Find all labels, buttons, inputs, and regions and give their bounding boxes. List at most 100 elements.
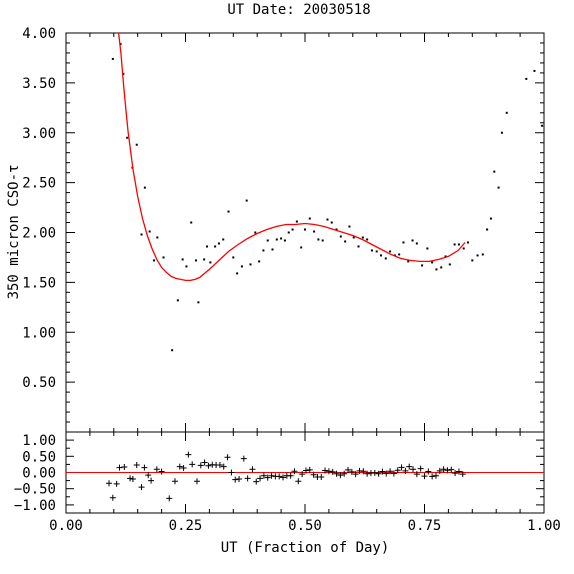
data-point bbox=[462, 247, 465, 250]
data-point bbox=[380, 254, 383, 257]
residual-point bbox=[348, 468, 355, 475]
residual-x-axis: 0.00 0.25 0.50 0.75 1.00 bbox=[49, 432, 561, 534]
y-tick-label: 3.00 bbox=[22, 126, 56, 142]
data-point bbox=[300, 246, 303, 249]
residual-point bbox=[402, 467, 409, 474]
data-point bbox=[258, 260, 261, 263]
residual-point bbox=[180, 464, 187, 471]
data-point bbox=[317, 238, 320, 241]
data-point bbox=[271, 248, 274, 251]
data-point bbox=[197, 301, 200, 304]
y-tick-label: 0.00 bbox=[22, 466, 56, 482]
residual-point bbox=[185, 451, 192, 458]
residual-point bbox=[352, 471, 359, 478]
data-point bbox=[407, 260, 410, 263]
data-point bbox=[283, 239, 286, 242]
data-point bbox=[426, 247, 429, 250]
data-point bbox=[181, 258, 184, 261]
data-point bbox=[135, 143, 138, 146]
data-point bbox=[254, 231, 257, 234]
data-point bbox=[366, 238, 369, 241]
tau-panel-frame bbox=[65, 32, 545, 433]
y-tick-label: 0.50 bbox=[22, 449, 56, 465]
tau-panel: 0.50 1.00 1.50 2.00 2.50 3.00 3.50 4.00 350 mic… bbox=[6, 26, 545, 433]
residual-point bbox=[193, 478, 200, 485]
data-point bbox=[148, 230, 151, 233]
residual-point bbox=[197, 462, 204, 469]
chart-title: UT Date: 20030518 bbox=[227, 2, 370, 18]
residual-point bbox=[240, 455, 247, 462]
residual-point bbox=[109, 494, 116, 501]
data-point bbox=[497, 186, 500, 189]
residual-point bbox=[216, 462, 223, 469]
residual-point bbox=[455, 468, 462, 475]
residual-point bbox=[302, 467, 309, 474]
data-point bbox=[195, 259, 198, 262]
data-point bbox=[375, 250, 378, 253]
data-point bbox=[227, 210, 230, 213]
data-point bbox=[304, 228, 306, 231]
data-point bbox=[291, 228, 294, 231]
data-point bbox=[411, 239, 414, 242]
residual-point bbox=[410, 466, 417, 473]
residual-point bbox=[236, 475, 243, 482]
residual-point bbox=[257, 475, 264, 482]
y-tick-label: 2.00 bbox=[22, 226, 56, 242]
residual-point bbox=[253, 478, 260, 485]
residual-point bbox=[291, 468, 298, 475]
data-point bbox=[203, 258, 206, 261]
residual-point bbox=[287, 472, 294, 479]
residual-point bbox=[375, 470, 382, 477]
residual-point bbox=[141, 464, 148, 471]
residual-point bbox=[329, 468, 336, 475]
y-tick-label: −0.50 bbox=[14, 482, 56, 498]
residual-point bbox=[444, 467, 451, 474]
data-point bbox=[489, 217, 492, 220]
data-point bbox=[326, 218, 329, 221]
residual-points bbox=[106, 451, 466, 502]
y-tick-label: 1.00 bbox=[22, 433, 56, 449]
data-point bbox=[266, 239, 269, 242]
data-point bbox=[389, 250, 392, 253]
residual-point bbox=[325, 468, 332, 475]
residual-point bbox=[148, 477, 155, 484]
residual-point bbox=[166, 495, 173, 502]
data-point bbox=[214, 245, 217, 248]
residual-panel: −1.00−0.500.000.501.00 0.00 0.25 0.50 0.75 1… bbox=[14, 431, 561, 534]
residual-point bbox=[113, 480, 120, 487]
data-point bbox=[209, 261, 212, 264]
residual-point bbox=[121, 463, 128, 470]
data-point bbox=[525, 77, 528, 80]
data-point bbox=[370, 249, 373, 252]
data-point bbox=[415, 242, 418, 245]
tau-x-ticks bbox=[65, 33, 545, 432]
data-point bbox=[421, 264, 424, 267]
data-point bbox=[398, 253, 401, 256]
data-point bbox=[330, 221, 333, 224]
residual-point bbox=[379, 468, 386, 475]
residual-point bbox=[129, 475, 136, 482]
residual-point bbox=[394, 467, 401, 474]
residual-point bbox=[421, 473, 428, 480]
residual-point bbox=[452, 470, 459, 477]
data-point bbox=[457, 243, 460, 246]
residual-point bbox=[345, 466, 352, 473]
x-tick-label: 1.00 bbox=[527, 518, 561, 534]
residual-point bbox=[224, 454, 231, 461]
x-tick-label: 0.75 bbox=[408, 518, 442, 534]
data-point bbox=[466, 241, 469, 244]
residual-point bbox=[232, 476, 239, 483]
data-point bbox=[232, 256, 235, 259]
residual-point bbox=[205, 462, 212, 469]
residual-y-axis: −1.00−0.500.000.501.00 bbox=[14, 431, 544, 514]
data-point bbox=[348, 225, 351, 228]
data-point bbox=[275, 238, 278, 241]
data-point bbox=[352, 236, 355, 239]
data-point bbox=[533, 69, 536, 72]
data-point bbox=[486, 228, 489, 231]
residual-point bbox=[459, 471, 466, 478]
data-point bbox=[313, 230, 316, 233]
y-tick-label: −1.00 bbox=[14, 498, 56, 514]
data-point bbox=[222, 238, 225, 241]
data-point bbox=[435, 268, 438, 271]
